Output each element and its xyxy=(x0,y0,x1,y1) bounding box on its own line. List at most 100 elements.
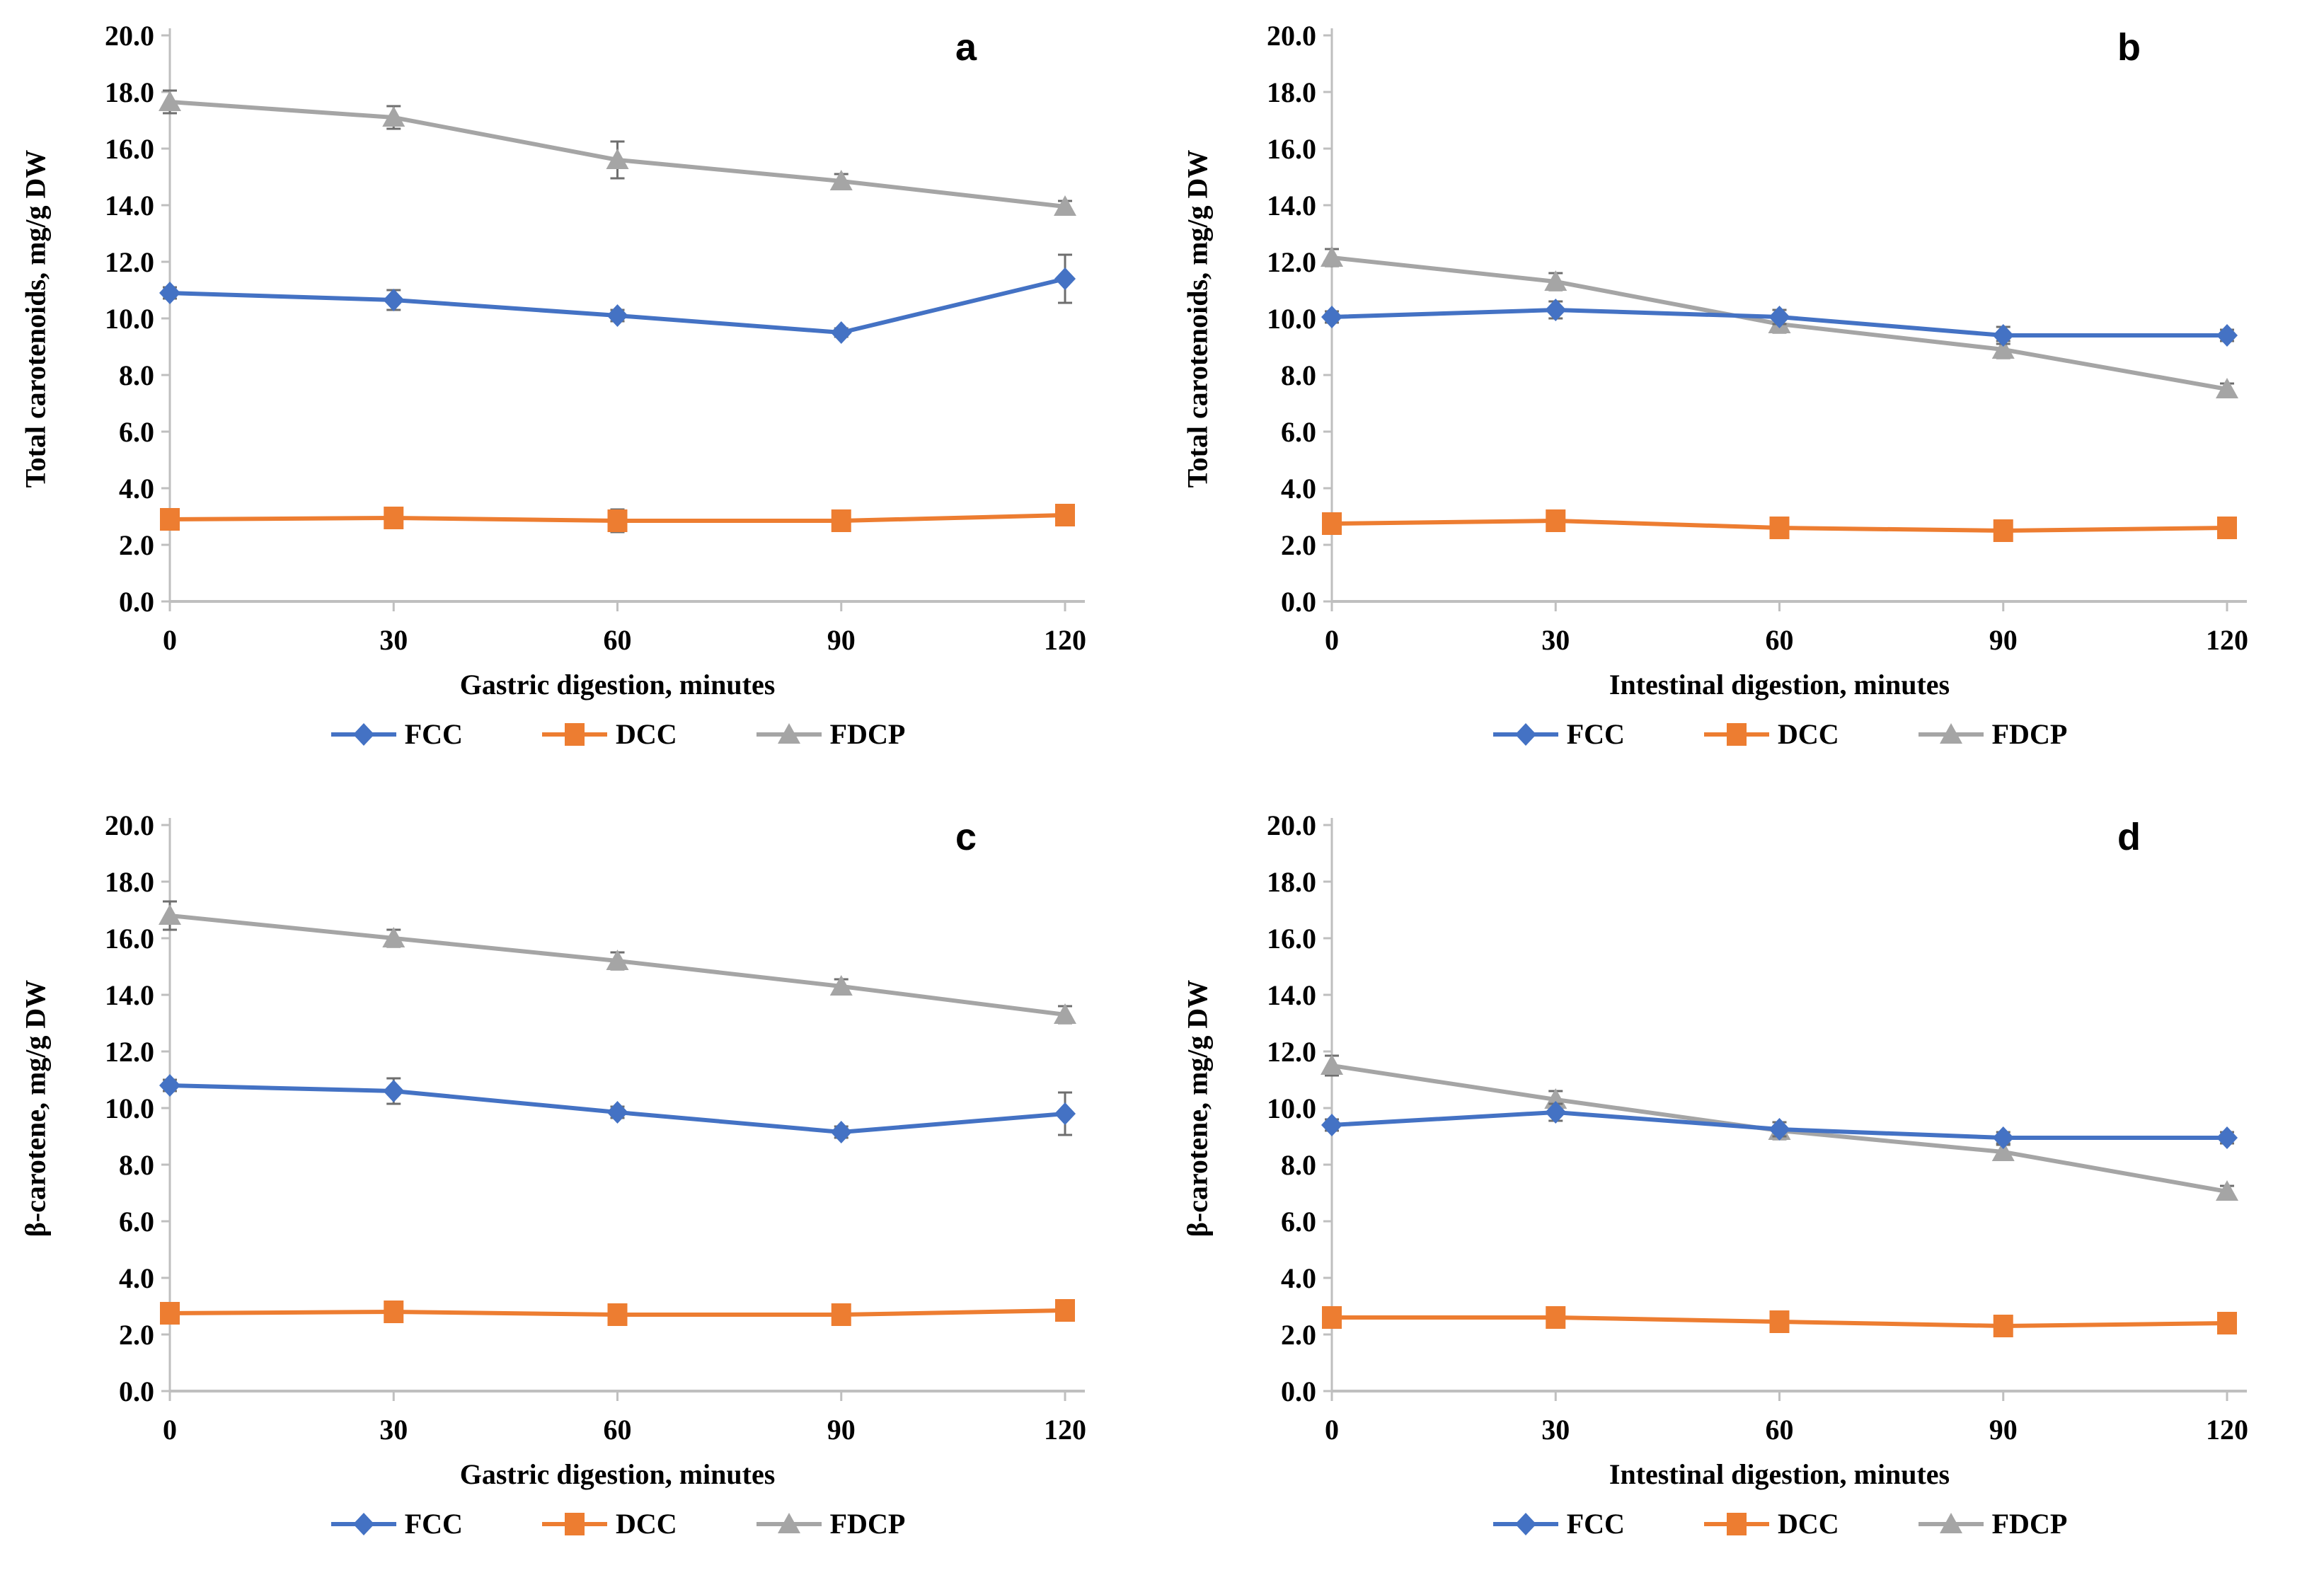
legend-item-fcc: FCC xyxy=(330,1507,463,1540)
svg-text:10.0: 10.0 xyxy=(1267,1092,1316,1124)
svg-text:60: 60 xyxy=(604,624,632,656)
svg-text:14.0: 14.0 xyxy=(1267,979,1316,1011)
svg-text:14.0: 14.0 xyxy=(105,979,154,1011)
svg-text:18.0: 18.0 xyxy=(1267,866,1316,898)
fcc-line-diamond-icon xyxy=(1492,722,1558,746)
legend-label: FDCP xyxy=(829,718,906,750)
svg-text:4.0: 4.0 xyxy=(1281,1262,1316,1294)
legend-item-fdcp: FDCP xyxy=(1917,1507,2068,1540)
chart-legend: FCC DCC FDCP xyxy=(1332,1507,2227,1540)
svg-text:30: 30 xyxy=(379,624,408,656)
svg-text:2.0: 2.0 xyxy=(1281,1319,1316,1351)
chart-legend: FCC DCC FDCP xyxy=(1332,717,2227,751)
svg-text:0.0: 0.0 xyxy=(1281,1376,1316,1407)
panel-letter-a: a xyxy=(955,26,977,69)
svg-text:10.0: 10.0 xyxy=(1267,303,1316,335)
panel-letter-b: b xyxy=(2117,26,2141,69)
legend-label: DCC xyxy=(615,1508,677,1540)
svg-text:20.0: 20.0 xyxy=(1267,809,1316,841)
svg-text:0.0: 0.0 xyxy=(1281,586,1316,618)
svg-text:18.0: 18.0 xyxy=(105,866,154,898)
dcc-line-square-icon xyxy=(541,1512,607,1535)
svg-text:20.0: 20.0 xyxy=(105,20,154,52)
svg-text:16.0: 16.0 xyxy=(1267,133,1316,165)
legend-label: FDCP xyxy=(829,1508,906,1540)
x-axis-title: Intestinal digestion, minutes xyxy=(1609,669,1950,700)
fdcp-line-triangle-icon xyxy=(1918,722,1984,744)
svg-text:0.0: 0.0 xyxy=(119,586,154,618)
legend-label: FCC xyxy=(404,1508,463,1540)
svg-text:30: 30 xyxy=(1541,1414,1570,1446)
svg-text:8.0: 8.0 xyxy=(1281,359,1316,391)
svg-text:0: 0 xyxy=(163,1414,177,1446)
svg-text:4.0: 4.0 xyxy=(119,473,154,504)
svg-text:12.0: 12.0 xyxy=(105,246,154,278)
svg-text:8.0: 8.0 xyxy=(1281,1149,1316,1181)
svg-text:12.0: 12.0 xyxy=(1267,1036,1316,1068)
legend-item-fcc: FCC xyxy=(1492,717,1625,751)
svg-text:20.0: 20.0 xyxy=(105,809,154,841)
svg-text:4.0: 4.0 xyxy=(119,1262,154,1294)
legend-item-dcc: DCC xyxy=(541,717,677,751)
svg-text:10.0: 10.0 xyxy=(105,303,154,335)
x-axis-title: Intestinal digestion, minutes xyxy=(1609,1458,1950,1490)
legend-item-fdcp: FDCP xyxy=(1917,717,2068,751)
legend-label: FDCP xyxy=(1991,1508,2068,1540)
svg-text:0: 0 xyxy=(1325,624,1339,656)
svg-text:6.0: 6.0 xyxy=(1281,416,1316,448)
svg-text:90: 90 xyxy=(827,624,856,656)
panel-letter-c: c xyxy=(955,816,977,858)
svg-text:30: 30 xyxy=(1541,624,1570,656)
dcc-line-square-icon xyxy=(1703,722,1769,746)
svg-text:0.0: 0.0 xyxy=(119,1376,154,1407)
fcc-line-diamond-icon xyxy=(1492,1512,1558,1535)
svg-text:18.0: 18.0 xyxy=(105,76,154,108)
svg-text:14.0: 14.0 xyxy=(105,190,154,221)
svg-text:90: 90 xyxy=(1989,624,2018,656)
chart-legend: FCC DCC FDCP xyxy=(170,1507,1065,1540)
chart-panel-b: 0.0 2.0 4.0 6.0 8.0 10.0 12.0 14.0 16.0 18.0 20.0 0… xyxy=(1162,0,2324,790)
chart-plot-c: 0.0 2.0 4.0 6.0 8.0 10.0 12.0 14.0 16.0 18.0 20.0 0… xyxy=(105,809,1086,1446)
x-axis-title: Gastric digestion, minutes xyxy=(459,669,776,700)
svg-text:60: 60 xyxy=(1766,1414,1794,1446)
svg-text:120: 120 xyxy=(2206,1414,2248,1446)
legend-label: DCC xyxy=(615,718,677,750)
legend-label: FCC xyxy=(1566,718,1625,750)
legend-label: FCC xyxy=(1566,1508,1625,1540)
svg-text:60: 60 xyxy=(1766,624,1794,656)
svg-text:90: 90 xyxy=(827,1414,856,1446)
legend-item-dcc: DCC xyxy=(541,1507,677,1540)
svg-text:14.0: 14.0 xyxy=(1267,190,1316,221)
x-axis-title: Gastric digestion, minutes xyxy=(459,1458,776,1490)
svg-text:18.0: 18.0 xyxy=(1267,76,1316,108)
fcc-line-diamond-icon xyxy=(330,722,396,746)
svg-text:20.0: 20.0 xyxy=(1267,20,1316,52)
chart-panel-d: 0.0 2.0 4.0 6.0 8.0 10.0 12.0 14.0 16.0 18.0 20.0 0… xyxy=(1162,790,2324,1579)
fcc-line-diamond-icon xyxy=(330,1512,396,1535)
legend-item-fdcp: FDCP xyxy=(755,1507,906,1540)
svg-text:16.0: 16.0 xyxy=(1267,923,1316,955)
fdcp-line-triangle-icon xyxy=(1918,1512,1984,1533)
dcc-line-square-icon xyxy=(541,722,607,746)
fdcp-line-triangle-icon xyxy=(756,1512,822,1533)
legend-label: FDCP xyxy=(1991,718,2068,750)
chart-plot-a: 0.0 2.0 4.0 6.0 8.0 10.0 12.0 14.0 16.0 18.0 20.0 0… xyxy=(105,20,1086,656)
svg-text:16.0: 16.0 xyxy=(105,923,154,955)
chart-panel-c: 0.0 2.0 4.0 6.0 8.0 10.0 12.0 14.0 16.0 18.0 20.0 0… xyxy=(0,790,1162,1579)
chart-plot-d: 0.0 2.0 4.0 6.0 8.0 10.0 12.0 14.0 16.0 18.0 20.0 0… xyxy=(1267,809,2248,1446)
svg-text:10.0: 10.0 xyxy=(105,1092,154,1124)
legend-item-fdcp: FDCP xyxy=(755,717,906,751)
legend-label: FCC xyxy=(404,718,463,750)
svg-text:2.0: 2.0 xyxy=(119,529,154,561)
legend-label: DCC xyxy=(1777,718,1839,750)
legend-label: DCC xyxy=(1777,1508,1839,1540)
legend-item-fcc: FCC xyxy=(1492,1507,1625,1540)
dcc-line-square-icon xyxy=(1703,1512,1769,1535)
fdcp-line-triangle-icon xyxy=(756,722,822,744)
legend-item-fcc: FCC xyxy=(330,717,463,751)
svg-text:0: 0 xyxy=(1325,1414,1339,1446)
svg-text:4.0: 4.0 xyxy=(1281,473,1316,504)
svg-text:6.0: 6.0 xyxy=(1281,1206,1316,1238)
panel-letter-d: d xyxy=(2117,816,2141,858)
